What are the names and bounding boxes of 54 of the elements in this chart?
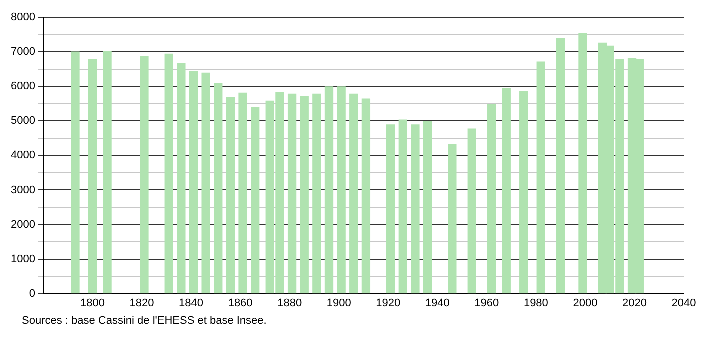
bar [238, 92, 248, 294]
bar [520, 92, 528, 294]
bar [536, 62, 546, 294]
bar [337, 86, 346, 294]
x-tick-label: 2040 [672, 297, 696, 310]
y-tick-label: 6000 [10, 80, 36, 93]
bar [386, 124, 396, 294]
y-tick-label: 1000 [10, 253, 36, 266]
bar [189, 71, 198, 294]
bar [324, 86, 334, 294]
bar [214, 84, 223, 294]
y-tick-label: 7000 [10, 46, 36, 58]
bar [502, 88, 511, 294]
x-tick-label: 2000 [573, 297, 598, 310]
bar [140, 56, 149, 294]
bar [88, 59, 98, 294]
bar [226, 97, 236, 294]
bar [423, 122, 432, 294]
x-tick-label: 1820 [130, 297, 154, 310]
y-tick-label: 2000 [10, 218, 36, 231]
x-tick-label: 1900 [326, 297, 352, 310]
y-tick-label: 3000 [10, 184, 36, 196]
y-tick-label: 5000 [10, 115, 36, 128]
bar [288, 94, 297, 294]
x-tick-label: 1840 [179, 297, 204, 310]
bar [488, 104, 496, 294]
bar [411, 124, 420, 294]
bar [448, 144, 457, 294]
bar [71, 52, 80, 294]
bar [312, 94, 322, 294]
x-tick-label: 1800 [80, 297, 105, 310]
bar [300, 96, 309, 294]
source-note: Sources : base Cassini de l'EHESS et base Insee. [22, 315, 268, 327]
bar [468, 128, 476, 294]
bar [202, 72, 210, 294]
bar [177, 64, 186, 294]
bar [350, 94, 358, 294]
y-tick-label: 0 [29, 288, 36, 300]
bar [556, 38, 566, 294]
bar [164, 54, 174, 294]
bar [103, 51, 112, 294]
y-tick-label: 8000 [10, 12, 36, 24]
bar [362, 98, 371, 294]
x-tick-label: 1860 [228, 297, 253, 310]
x-tick-label: 1960 [474, 297, 500, 310]
x-tick-label: 1980 [524, 297, 548, 310]
x-tick-label: 1920 [376, 297, 401, 310]
x-tick-label: 1880 [278, 297, 302, 310]
bar [251, 107, 260, 294]
x-tick-label: 2020 [622, 297, 647, 310]
bar [578, 33, 588, 294]
y-tick-label: 4000 [10, 150, 36, 162]
bar [398, 120, 408, 294]
x-tick-label: 1940 [425, 297, 450, 310]
